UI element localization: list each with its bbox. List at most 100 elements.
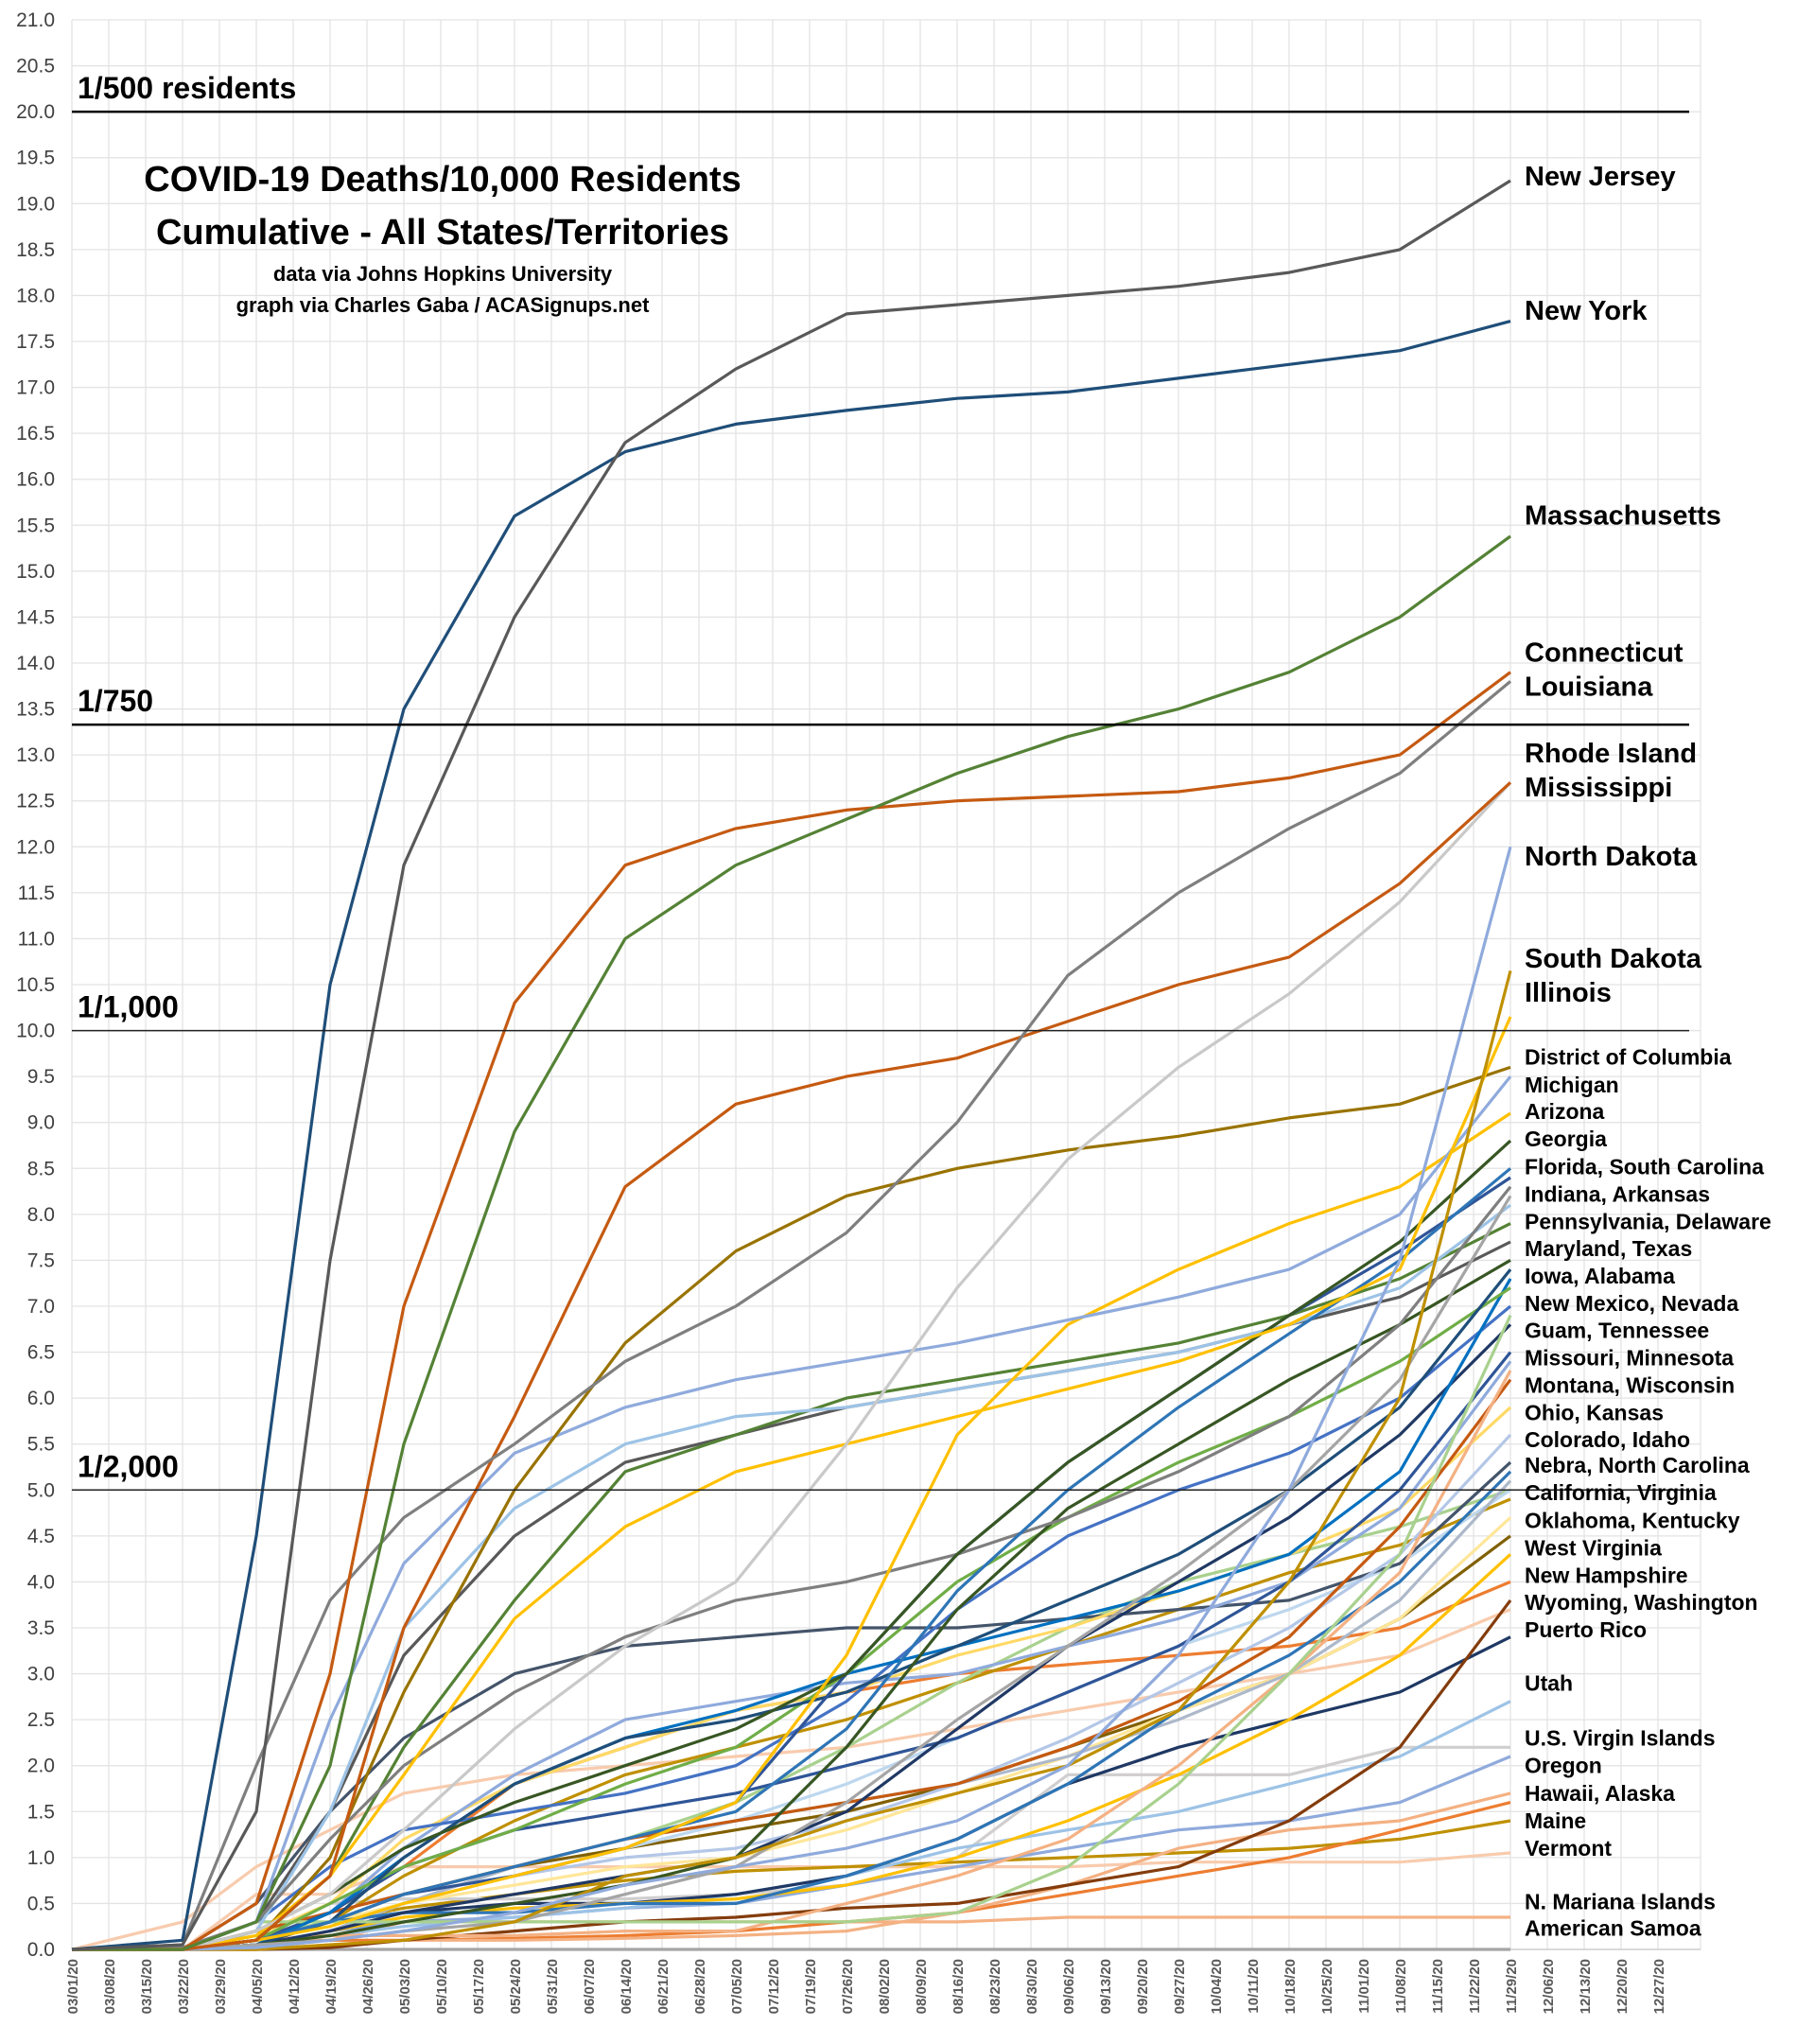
x-tick-label: 09/20/20 — [1135, 1959, 1151, 2014]
x-tick-label: 05/31/20 — [545, 1959, 561, 2014]
end-label: California, Virginia — [1525, 1480, 1717, 1505]
end-label: Oregon — [1525, 1754, 1602, 1778]
y-tick-label: 3.0 — [27, 1664, 55, 1686]
series-line-louisiana — [71, 680, 1512, 1951]
x-tick-label: 08/23/20 — [987, 1959, 1003, 2014]
x-tick-label: 06/14/20 — [619, 1959, 635, 2014]
y-tick-label: 11.0 — [18, 928, 55, 950]
end-label: West Virginia — [1525, 1535, 1662, 1560]
end-label: Rhode Island — [1525, 739, 1697, 769]
series-line-new-york — [71, 320, 1511, 1951]
chart-subtitle: Cumulative - All States/Territories — [156, 213, 729, 253]
y-tick-label: 8.0 — [27, 1204, 55, 1226]
reference-lines: 1/500 residents 1/750 1/1,000 1/2,000 — [72, 71, 1689, 1492]
x-tick-label: 03/22/20 — [176, 1959, 192, 2014]
end-label: Colorado, Idaho — [1525, 1427, 1690, 1452]
end-label: Arizona — [1525, 1099, 1605, 1124]
chart-title-block: COVID-19 Deaths/10,000 Residents Cumulat… — [144, 160, 741, 317]
y-tick-label: 17.0 — [16, 377, 55, 399]
end-label: Nebra, North Carolina — [1525, 1453, 1750, 1477]
x-tick-label: 10/11/20 — [1246, 1959, 1262, 2014]
end-label: Maine — [1525, 1808, 1586, 1833]
series-line-illinois — [72, 1016, 1512, 1951]
y-tick-label: 12.5 — [16, 791, 55, 812]
y-tick-label: 7.0 — [27, 1296, 55, 1318]
x-tick-label: 10/18/20 — [1282, 1959, 1299, 2014]
y-tick-label: 5.0 — [27, 1479, 55, 1501]
x-tick-label: 06/21/20 — [655, 1959, 672, 2014]
y-tick-label: 4.0 — [27, 1571, 55, 1593]
end-label: New Hampshire — [1525, 1564, 1688, 1588]
y-tick-label: 6.0 — [27, 1388, 55, 1409]
end-label: Massachusetts — [1525, 501, 1721, 532]
x-tick-label: 12/13/20 — [1578, 1959, 1594, 2014]
x-tick-label: 12/27/20 — [1651, 1959, 1667, 2014]
chart-title: COVID-19 Deaths/10,000 Residents — [144, 160, 741, 200]
x-tick-label: 11/22/20 — [1467, 1959, 1483, 2014]
series-line-pennsylvania — [72, 1203, 1511, 1951]
series-line-wisconsin — [72, 1378, 1512, 1951]
x-tick-label: 12/06/20 — [1541, 1959, 1557, 2014]
x-tick-label: 10/04/20 — [1209, 1959, 1225, 2014]
x-tick-label: 07/12/20 — [766, 1959, 782, 2014]
y-tick-label: 18.5 — [16, 239, 55, 261]
x-tick-label: 04/19/20 — [323, 1959, 340, 2014]
x-tick-label: 09/27/20 — [1172, 1959, 1188, 2014]
x-axis-ticks: 03/01/20 03/08/20 03/15/20 03/22/20 03/29/20… — [65, 1959, 1667, 2014]
x-tick-label: 04/05/20 — [250, 1959, 266, 2014]
y-tick-label: 19.5 — [16, 148, 55, 169]
end-label: New Jersey — [1525, 162, 1676, 192]
series-line-south-dakota — [72, 970, 1512, 1951]
x-tick-label: 08/09/20 — [914, 1959, 930, 2014]
x-tick-label: 06/28/20 — [692, 1959, 708, 2014]
x-tick-label: 05/10/20 — [434, 1959, 450, 2014]
x-tick-label: 12/20/20 — [1614, 1959, 1631, 2014]
reference-line-label: 1/1,000 — [78, 990, 179, 1024]
end-label: Florida, South Carolina — [1525, 1154, 1764, 1179]
end-label: Montana, Wisconsin — [1525, 1373, 1735, 1398]
end-label: Vermont — [1525, 1836, 1612, 1861]
end-label: Connecticut — [1525, 638, 1684, 668]
end-label: New Mexico, Nevada — [1525, 1291, 1738, 1316]
gridlines — [71, 19, 1701, 1950]
end-label: Puerto Rico — [1525, 1617, 1647, 1642]
y-tick-label: 20.5 — [16, 56, 55, 78]
x-tick-label: 11/29/20 — [1504, 1959, 1520, 2014]
x-tick-label: 08/16/20 — [951, 1959, 967, 2014]
end-label: Utah — [1525, 1670, 1573, 1695]
x-tick-label: 08/02/20 — [877, 1959, 893, 2014]
end-label: Wyoming, Washington — [1525, 1590, 1758, 1615]
x-tick-label: 03/08/20 — [102, 1959, 118, 2014]
y-tick-label: 0.5 — [27, 1893, 55, 1914]
y-tick-label: 16.5 — [16, 423, 55, 445]
y-tick-label: 1.5 — [27, 1801, 55, 1823]
series-lines — [71, 179, 1512, 1951]
end-label: South Dakota — [1525, 944, 1702, 974]
end-label: Missouri, Minnesota — [1525, 1345, 1734, 1370]
x-tick-label: 07/26/20 — [840, 1959, 856, 2014]
y-tick-label: 9.0 — [27, 1112, 55, 1134]
y-tick-label: 21.0 — [16, 9, 55, 31]
end-label: Hawaii, Alaska — [1525, 1781, 1675, 1806]
x-tick-label: 07/05/20 — [729, 1959, 745, 2014]
end-label: Ohio, Kansas — [1525, 1401, 1664, 1425]
reference-line-label: 1/2,000 — [78, 1449, 179, 1483]
end-label: Mississippi — [1525, 773, 1672, 803]
end-label: Illinois — [1525, 978, 1612, 1008]
y-tick-label: 2.0 — [27, 1756, 55, 1777]
y-tick-label: 6.5 — [27, 1342, 55, 1364]
y-tick-label: 14.5 — [16, 606, 55, 628]
reference-line-label: 1/750 — [78, 684, 153, 718]
x-tick-label: 05/17/20 — [471, 1959, 487, 2014]
y-tick-label: 12.0 — [16, 836, 55, 858]
y-tick-label: 11.5 — [18, 882, 55, 904]
y-tick-label: 1.0 — [27, 1847, 55, 1869]
x-tick-label: 04/26/20 — [360, 1959, 376, 2014]
series-line-alabama — [72, 1286, 1511, 1951]
end-label: American Samoa — [1525, 1916, 1701, 1941]
credit-graph: graph via Charles Gaba / ACASignups.net — [236, 293, 651, 317]
series-line-indiana — [71, 1185, 1512, 1951]
series-line-massachusetts — [72, 534, 1511, 1951]
x-tick-label: 06/07/20 — [582, 1959, 598, 2014]
x-tick-label: 11/01/20 — [1356, 1959, 1372, 2014]
